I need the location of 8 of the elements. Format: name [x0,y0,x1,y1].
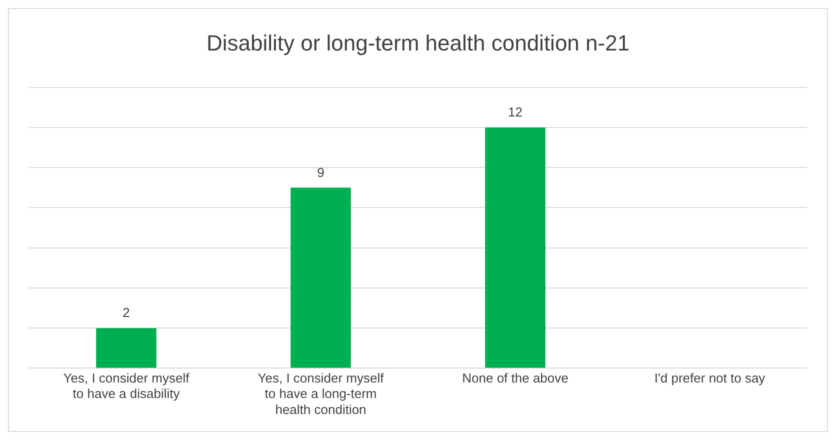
x-tick-label: I'd prefer not to say [654,370,766,386]
data-label: 9 [317,164,324,180]
x-tick-label: None of the above [462,370,568,386]
x-tick-label: Yes, I consider myself to have a long-term health condition [258,370,384,417]
data-label: 12 [508,104,522,120]
x-tick-label: Yes, I consider myself to have a disability [63,370,190,402]
data-label: 2 [122,305,130,320]
chart-title: Disability or long-term health condition n-21 [206,30,630,56]
